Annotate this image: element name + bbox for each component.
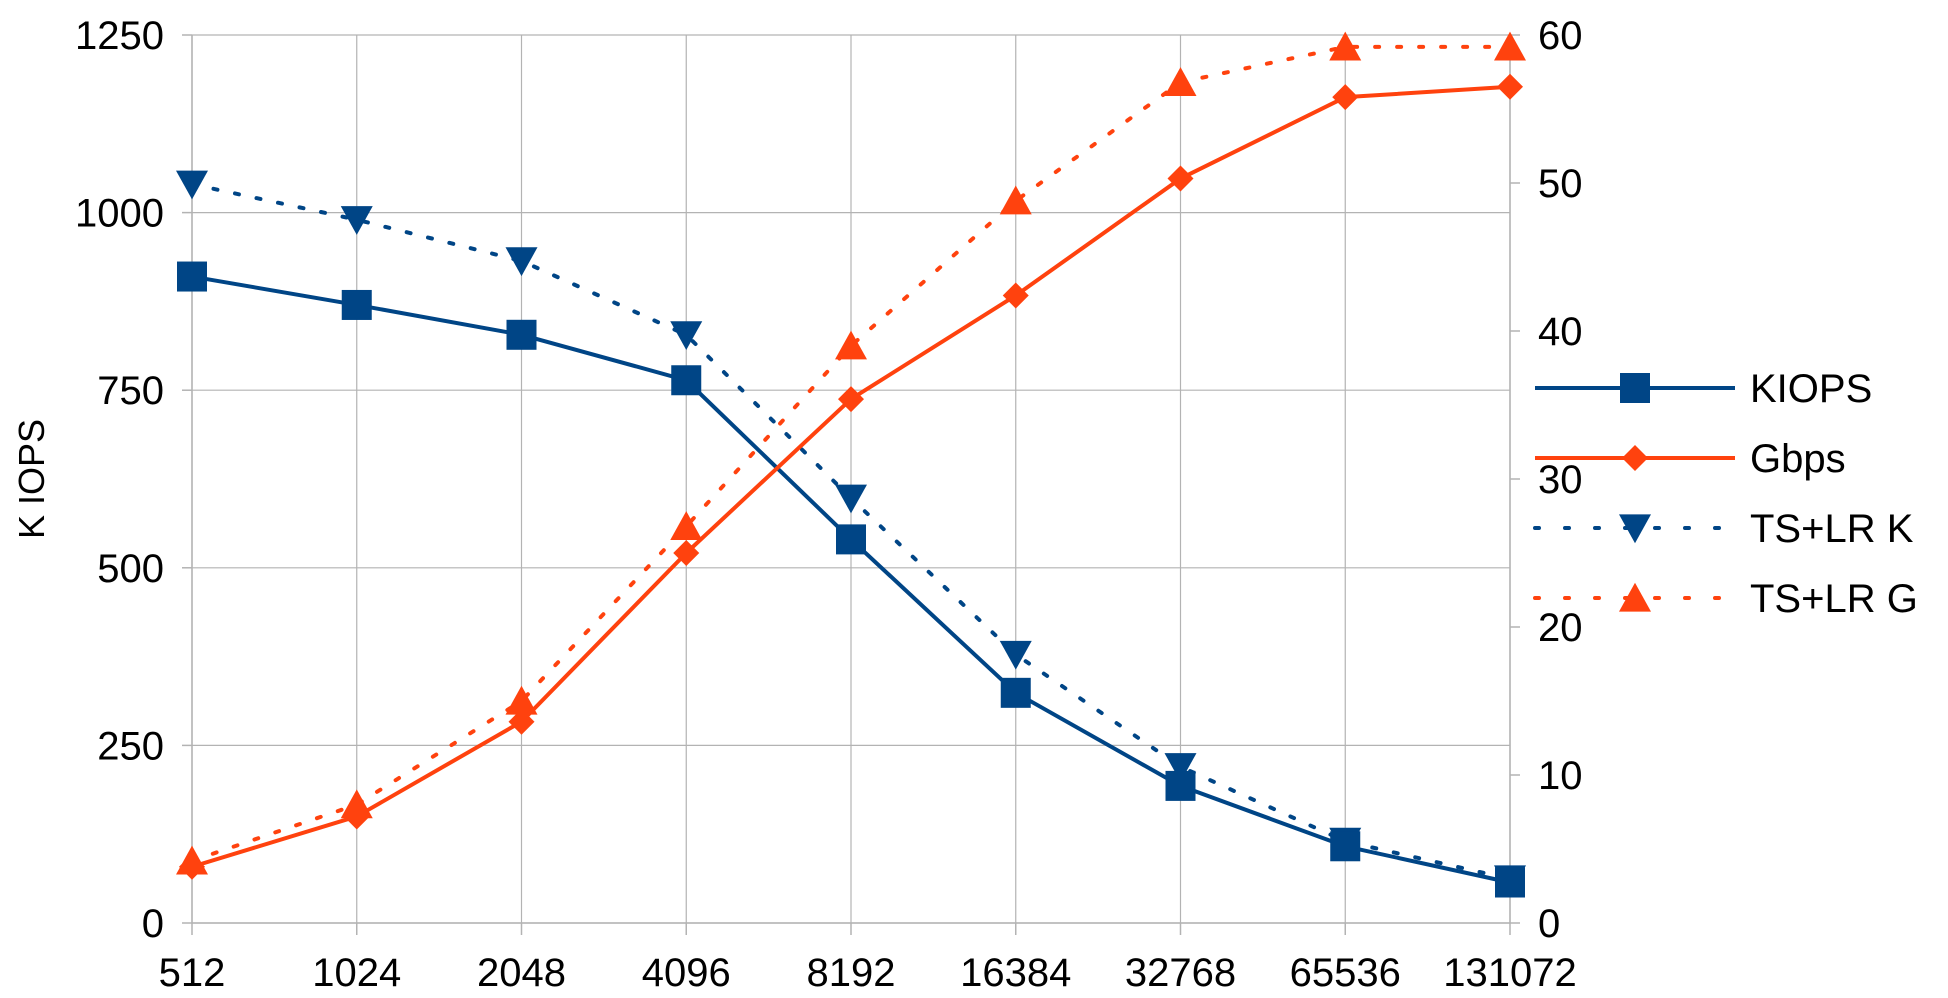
data-point-kiops-2048 (506, 319, 537, 350)
right-tick-label: 50 (1538, 162, 1583, 206)
data-point-gbps-1024 (343, 803, 370, 830)
data-point-gbps-512 (179, 853, 205, 880)
data-point-ts-lr-g-131072 (1494, 31, 1526, 61)
left-y-axis-ticks: 0 250 500 750 1000 1250 (75, 14, 192, 946)
left-tick-label: 250 (97, 724, 164, 768)
x-tick-label: 131072 (1443, 951, 1576, 995)
left-tick-label: 1000 (75, 192, 164, 236)
data-point-ts-lr-g-4096 (670, 511, 703, 540)
data-point-ts-lr-k-1024 (340, 206, 373, 235)
data-point-kiops-1024 (341, 289, 372, 320)
data-point-ts-lr-k-32768 (1164, 753, 1197, 782)
gridlines (191, 34, 1511, 924)
right-tick-label: 40 (1538, 310, 1583, 354)
legend-marker-kiops (1620, 373, 1650, 403)
x-tick-label: 8192 (807, 951, 896, 995)
legend-marker-ts-lr-k (1619, 514, 1651, 544)
data-point-gbps-8192 (838, 386, 864, 413)
series-kiops (177, 261, 1525, 898)
x-tick-label: 4096 (642, 951, 731, 995)
y-axis-title: K IOPS (11, 419, 52, 539)
data-point-gbps-32768 (1167, 165, 1194, 192)
data-point-kiops-16384 (1000, 677, 1031, 708)
left-tick-label: 0 (142, 902, 164, 946)
data-point-gbps-65536 (1332, 84, 1359, 111)
left-tick-label: 750 (97, 369, 164, 413)
series-layer (176, 31, 1526, 898)
legend-marker-ts-lr-g (1619, 582, 1651, 612)
data-point-ts-lr-g-2048 (505, 685, 538, 715)
legend-item-ts-lr-k: TS+LR K (1533, 507, 1914, 551)
right-tick-label: 30 (1538, 458, 1583, 502)
left-tick-label: 1250 (75, 14, 164, 58)
data-point-ts-lr-k-16384 (999, 640, 1032, 670)
data-point-ts-lr-g-65536 (1329, 31, 1362, 61)
legend-item-kiops: KIOPS (1535, 367, 1872, 411)
x-axis-ticks: 512 1024 2048 4096 8192 16384 32768 65536 131072 (159, 923, 1577, 995)
right-tick-label: 10 (1538, 754, 1583, 798)
series-line-ts-lr-g (190, 44, 1512, 863)
legend-item-ts-lr-g: TS+LR G (1533, 577, 1918, 621)
data-point-kiops-32768 (1165, 770, 1196, 801)
legend-label-kiops: KIOPS (1750, 367, 1872, 411)
data-point-ts-lr-g-32768 (1164, 67, 1197, 96)
data-point-gbps-4096 (673, 540, 700, 566)
data-point-kiops-8192 (836, 524, 866, 555)
x-tick-label: 65536 (1290, 951, 1401, 995)
legend-label-ts-lr-k: TS+LR K (1750, 507, 1914, 551)
data-point-gbps-131072 (1497, 73, 1523, 100)
x-tick-label: 1024 (312, 951, 401, 995)
data-point-kiops-131072 (1495, 867, 1525, 898)
data-point-gbps-2048 (508, 708, 535, 735)
data-point-ts-lr-g-16384 (999, 185, 1032, 215)
data-point-ts-lr-k-4096 (670, 321, 703, 350)
data-point-gbps-16384 (1002, 282, 1029, 309)
data-point-kiops-65536 (1330, 831, 1361, 862)
data-point-kiops-512 (177, 261, 207, 292)
x-tick-label: 32768 (1125, 951, 1236, 995)
legend-label-gbps: Gbps (1750, 437, 1846, 481)
legend: KIOPS Gbps TS+LR K TS+LR G (1533, 367, 1918, 621)
right-tick-label: 20 (1538, 606, 1583, 650)
data-point-kiops-4096 (671, 365, 702, 396)
legend-item-gbps: Gbps (1535, 437, 1846, 481)
legend-marker-gbps (1622, 445, 1648, 471)
data-point-ts-lr-k-512 (176, 170, 208, 200)
x-tick-label: 16384 (960, 951, 1071, 995)
data-point-ts-lr-k-2048 (505, 247, 538, 277)
right-tick-label: 0 (1538, 902, 1560, 946)
data-point-ts-lr-k-8192 (835, 484, 867, 514)
legend-label-ts-lr-g: TS+LR G (1750, 577, 1918, 621)
x-tick-label: 2048 (477, 951, 566, 995)
left-tick-label: 500 (97, 547, 164, 591)
right-y-axis-ticks: 0 10 20 30 40 50 60 (1510, 14, 1583, 946)
series-gbps (179, 73, 1523, 880)
right-tick-label: 60 (1538, 14, 1583, 58)
x-tick-label: 512 (159, 951, 226, 995)
data-point-ts-lr-g-8192 (835, 330, 867, 360)
